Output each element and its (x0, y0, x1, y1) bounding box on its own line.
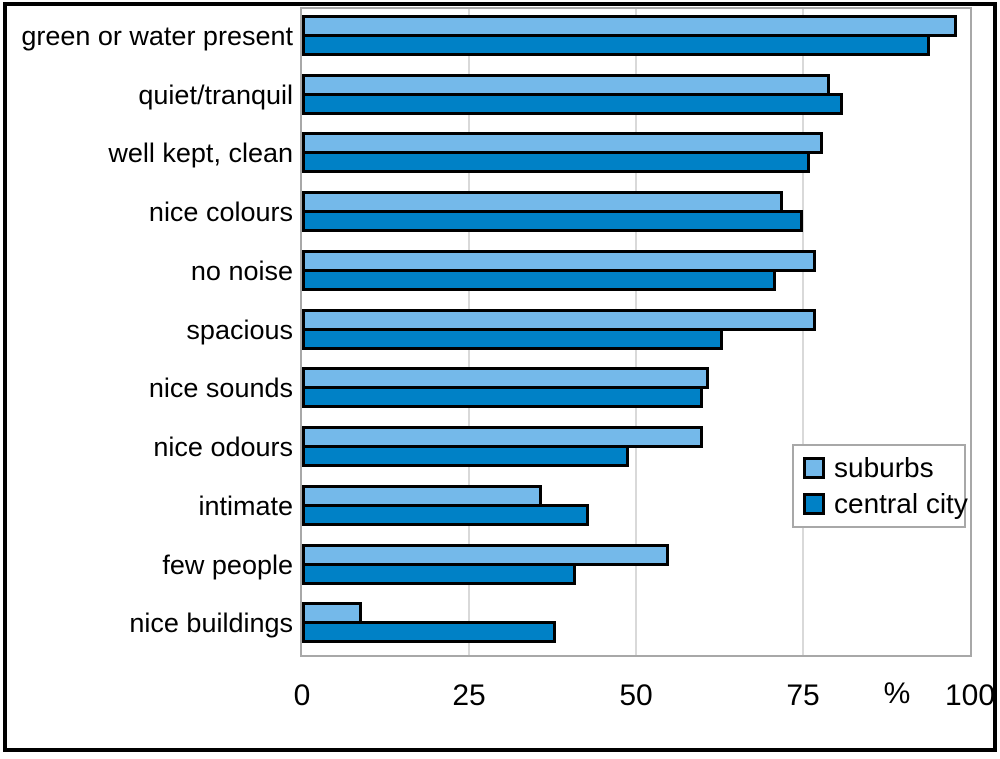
chart-outer-frame: green or water present quiet/tranquil well… (3, 2, 997, 752)
x-tick-label-50: 50 (619, 679, 653, 712)
category-label-nice-odours: nice odours (153, 432, 293, 463)
category-label-few-people: few people (162, 549, 293, 580)
legend-swatch-central-city (803, 493, 825, 516)
legend-label-central-city: central city (834, 488, 968, 520)
legend-label-suburbs: suburbs (834, 451, 934, 483)
bar-central-city-green-or-water-present (302, 34, 930, 56)
category-label-nice-buildings: nice buildings (129, 608, 293, 639)
bar-central-city-nice-odours (302, 445, 630, 468)
category-label-no-noise: no noise (190, 255, 293, 286)
bar-central-city-intimate (302, 503, 590, 526)
category-label-spacious: spacious (186, 314, 293, 345)
x-tick-label-25: 25 (452, 679, 486, 712)
legend: suburbs central city (792, 444, 968, 528)
bar-central-city-nice-buildings (302, 621, 556, 644)
legend-entry-suburbs: suburbs (803, 451, 964, 483)
x-tick-label-0: 0 (293, 679, 311, 712)
category-label-nice-sounds: nice sounds (148, 373, 293, 404)
bar-central-city-nice-sounds (302, 386, 703, 409)
x-tick-label-75: 75 (786, 679, 820, 712)
category-label-green-or-water-present: green or water present (21, 21, 293, 51)
bar-central-city-spacious (302, 327, 723, 350)
bar-central-city-quiet-tranquil (302, 92, 844, 115)
legend-entry-central-city: central city (803, 489, 968, 519)
bar-central-city-no-noise (302, 268, 777, 291)
bar-central-city-well-kept-clean (302, 151, 810, 174)
x-axis-unit-label: % (883, 677, 911, 710)
legend-swatch-suburbs (803, 456, 825, 479)
gridline-75 (802, 9, 804, 655)
plot-area (300, 7, 972, 657)
bar-central-city-nice-colours (302, 210, 803, 233)
category-label-intimate: intimate (198, 490, 293, 521)
category-label-quiet-tranquil: quiet/tranquil (138, 79, 293, 110)
category-label-well-kept-clean: well kept, clean (108, 138, 293, 169)
x-tick-label-100: 100 (944, 679, 996, 712)
bar-central-city-few-people (302, 562, 576, 585)
category-label-nice-colours: nice colours (148, 197, 293, 228)
